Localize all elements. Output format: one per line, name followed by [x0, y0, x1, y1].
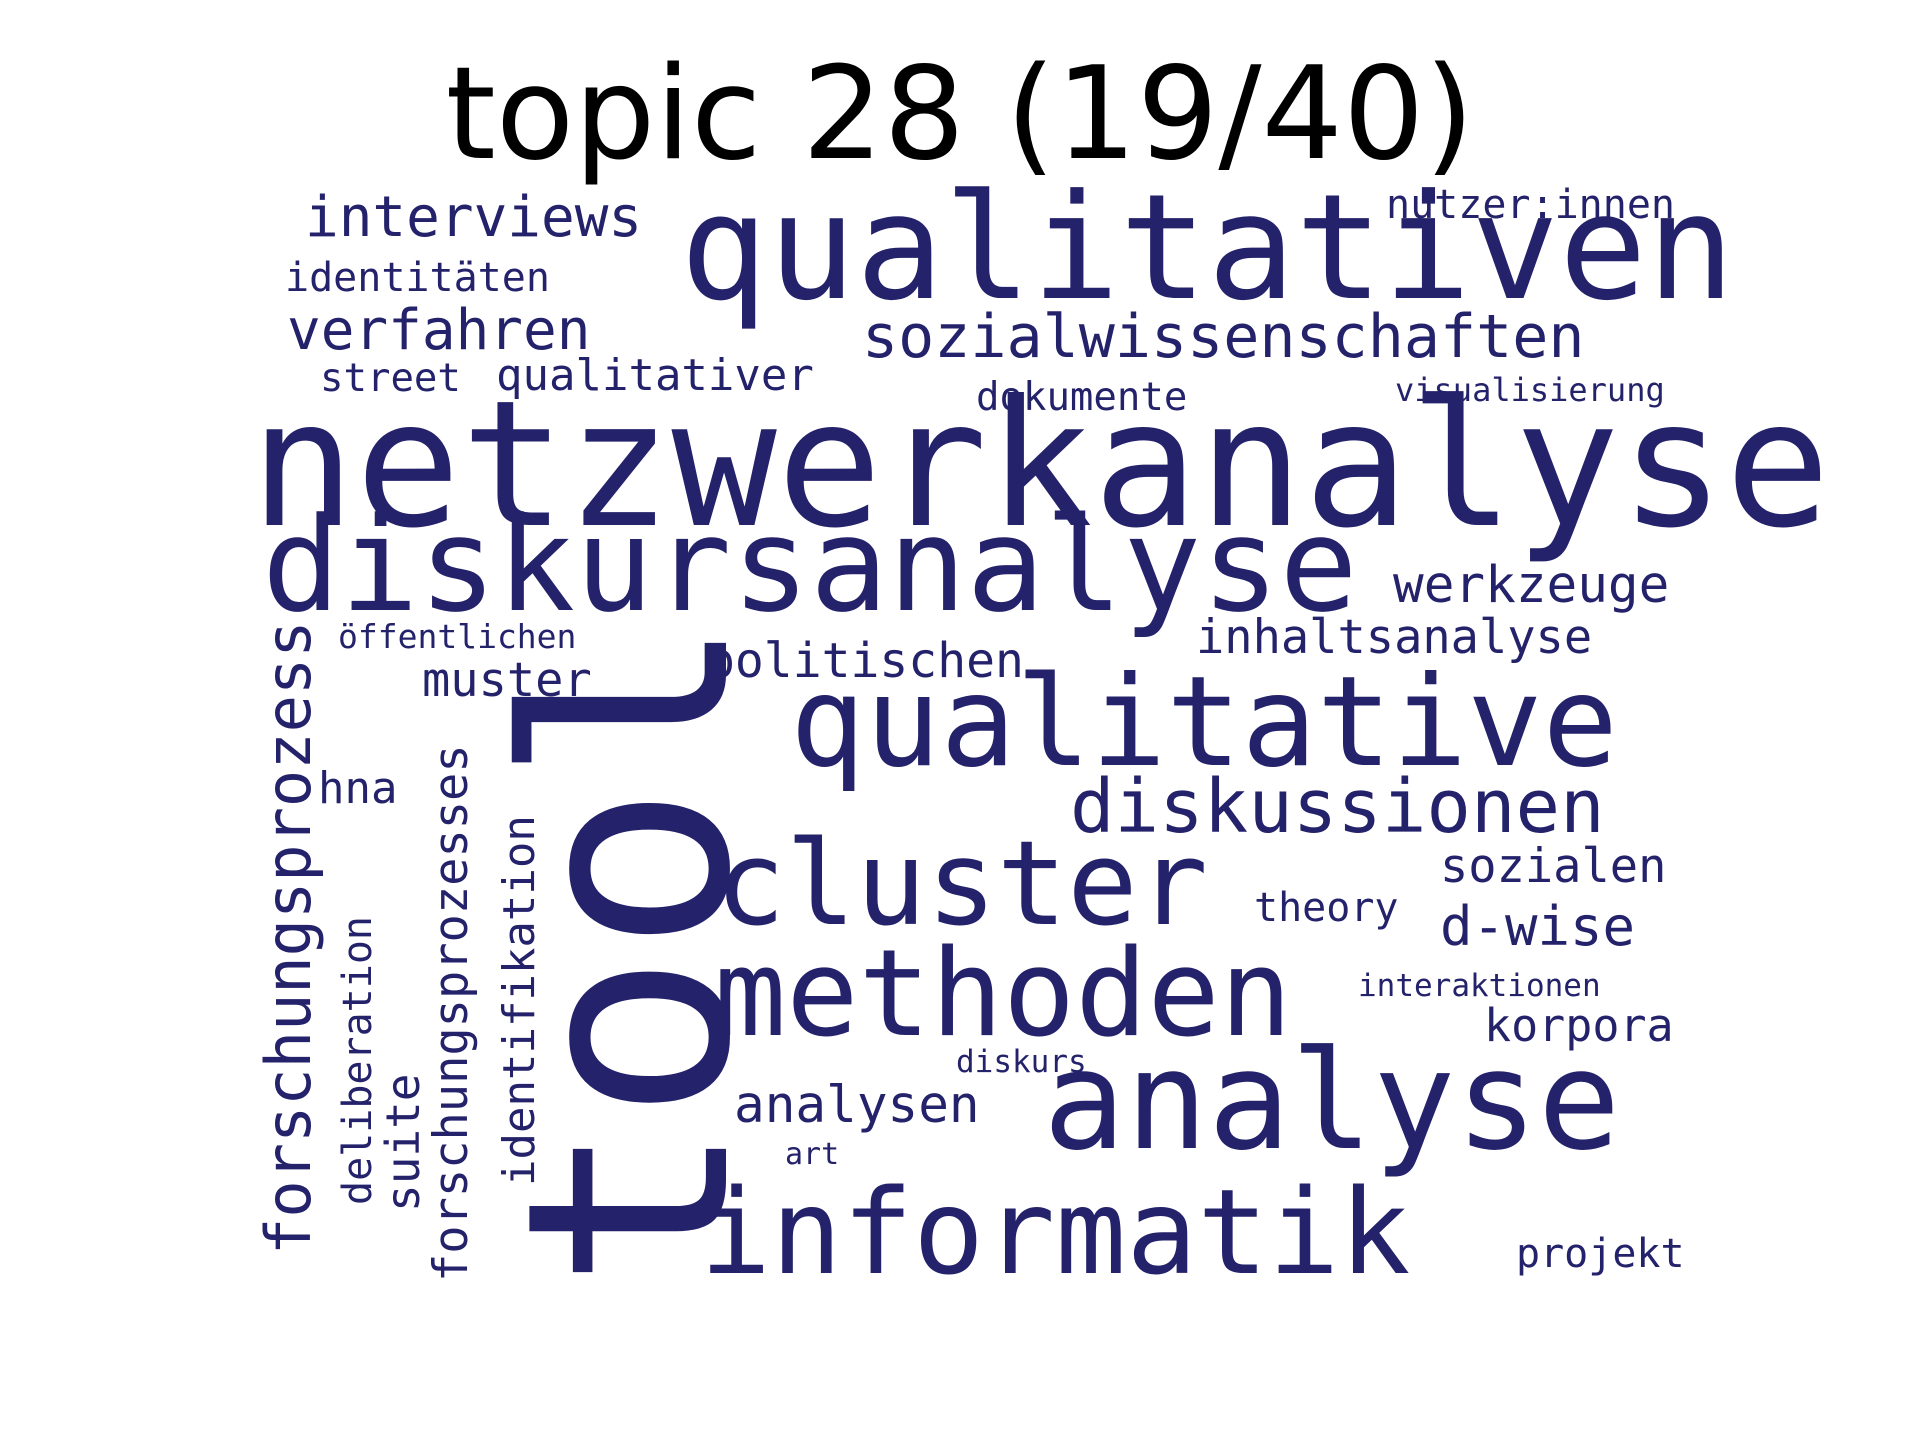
- cloud-word: muster: [422, 653, 592, 708]
- cloud-word: dokumente: [976, 375, 1188, 420]
- cloud-word: forschungsprozess: [252, 620, 325, 1255]
- cloud-word: qualitativer: [496, 350, 814, 401]
- cloud-word: visualisierung: [1395, 371, 1665, 409]
- cloud-word: analysen: [734, 1076, 980, 1135]
- cloud-word: diskussionen: [1070, 764, 1605, 850]
- cloud-word: informatik: [700, 1163, 1411, 1301]
- cloud-word: korpora: [1484, 999, 1674, 1052]
- cloud-word: qualitativen: [680, 163, 1735, 333]
- cloud-word: netzwerkanalyse: [250, 364, 1831, 567]
- cloud-word: methoden: [714, 925, 1292, 1064]
- cloud-word: inhaltsanalyse: [1196, 610, 1593, 665]
- cloud-word: diskurs: [956, 1044, 1087, 1080]
- cloud-word: politischen: [706, 633, 1024, 689]
- cloud-word: d-wise: [1440, 895, 1636, 958]
- cloud-word: interviews: [305, 185, 643, 250]
- cloud-word: forschungsprozesses: [424, 744, 479, 1282]
- cloud-word: deliberation: [335, 916, 381, 1205]
- topic-title: topic 28 (19/40): [445, 40, 1475, 189]
- cloud-word: theory: [1254, 885, 1399, 931]
- cloud-word: cluster: [715, 815, 1209, 952]
- cloud-word: hna: [318, 763, 398, 814]
- cloud-word: projekt: [1516, 1231, 1685, 1277]
- cloud-word: sozialwissenschaften: [862, 302, 1585, 372]
- cloud-word: verfahren: [287, 298, 591, 363]
- cloud-word: sozialen: [1440, 839, 1667, 894]
- cloud-word: analyse: [1043, 1022, 1621, 1181]
- cloud-word: diskursanalyse: [262, 489, 1358, 641]
- cloud-word: qualitative: [790, 650, 1618, 795]
- cloud-word: öffentlichen: [338, 617, 577, 656]
- cloud-word: street: [320, 356, 461, 401]
- cloud-word: nutzer:innen: [1386, 182, 1675, 228]
- cloud-word: identitäten: [285, 255, 550, 301]
- cloud-word: werkzeuge: [1393, 556, 1670, 615]
- cloud-word: suite: [376, 1073, 430, 1212]
- cloud-word: interaktionen: [1358, 968, 1601, 1004]
- cloud-word: identifikation: [494, 815, 545, 1186]
- cloud-word: art: [785, 1137, 840, 1172]
